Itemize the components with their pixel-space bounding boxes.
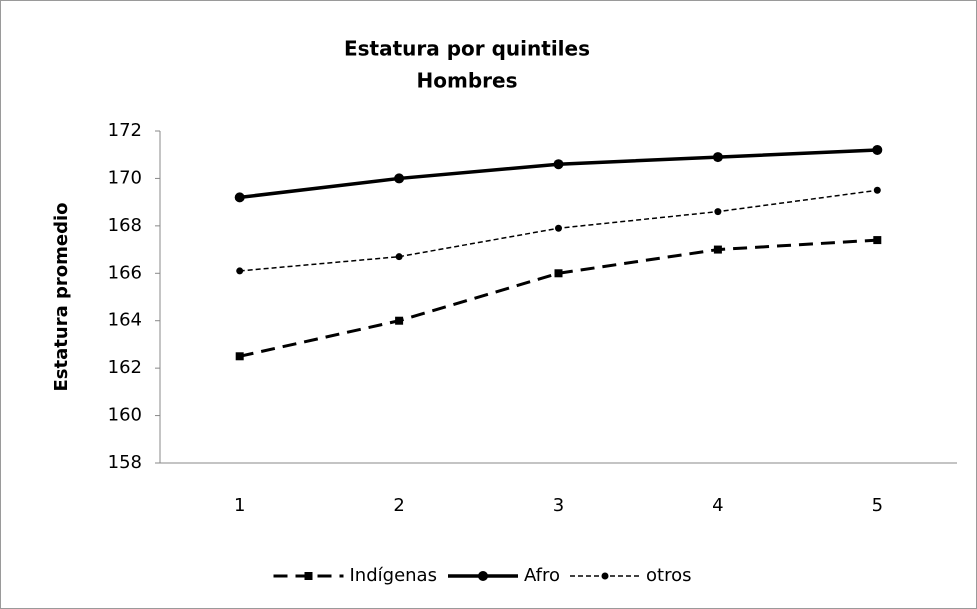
chart-subtitle: Hombres — [417, 69, 518, 93]
marker — [236, 267, 244, 275]
marker — [395, 253, 403, 261]
y-tick-label: 172 — [108, 120, 142, 141]
marker — [873, 186, 881, 194]
marker — [554, 269, 563, 278]
y-axis-label: Estatura promedio — [51, 203, 72, 392]
y-tick-label: 168 — [108, 215, 142, 236]
marker — [873, 236, 882, 245]
y-tick-label: 164 — [108, 310, 142, 331]
y-tick-label: 158 — [108, 452, 142, 473]
chart-title: Estatura por quintiles — [344, 37, 590, 61]
marker — [235, 352, 244, 361]
marker — [872, 144, 883, 155]
marker — [553, 159, 564, 170]
y-tick-label: 160 — [108, 405, 142, 426]
marker — [394, 173, 405, 184]
marker — [234, 192, 245, 203]
x-tick-label: 4 — [712, 495, 723, 516]
x-tick-label: 5 — [872, 495, 883, 516]
marker — [712, 152, 723, 163]
y-tick-label: 162 — [108, 357, 142, 378]
legend-marker — [304, 572, 313, 580]
legend-marker — [601, 572, 609, 580]
x-tick-label: 2 — [393, 495, 404, 516]
x-tick-label: 3 — [553, 495, 564, 516]
legend-label: otros — [646, 565, 691, 586]
marker — [395, 316, 404, 325]
legend-label: Indígenas — [350, 565, 437, 586]
legend-marker — [478, 571, 488, 581]
marker — [713, 245, 722, 254]
legend-label: Afro — [524, 565, 560, 586]
marker — [714, 208, 722, 216]
marker — [555, 224, 562, 232]
y-tick-label: 170 — [108, 167, 142, 188]
y-tick-label: 166 — [108, 262, 142, 283]
x-tick-label: 1 — [234, 495, 245, 516]
